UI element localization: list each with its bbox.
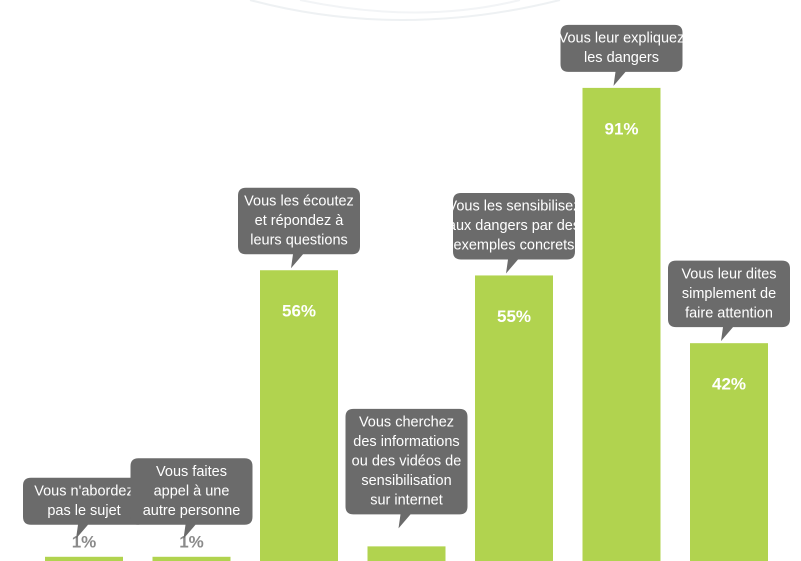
speech-bubble (238, 187, 360, 269)
speech-bubble (453, 192, 575, 274)
value-label: 3% (394, 522, 419, 541)
speech-bubble (345, 408, 468, 529)
bar (45, 556, 123, 561)
bar (690, 343, 768, 561)
value-label: 1% (179, 532, 204, 551)
value-label: 56% (282, 302, 316, 321)
bar (367, 546, 446, 561)
bar (475, 275, 553, 561)
bar (152, 556, 231, 561)
category-label: Vous les sensibilisez aux dangers par des… (448, 199, 581, 254)
speech-bubble (560, 24, 683, 86)
bar (582, 87, 661, 561)
speech-bubble (130, 458, 253, 539)
value-label: 1% (72, 532, 97, 551)
category-label: Vous n'abordez pas le sujet (34, 483, 134, 519)
value-label: 55% (497, 307, 531, 326)
speech-bubble (23, 477, 145, 539)
decoration (249, 0, 561, 21)
bar (260, 270, 338, 561)
category-label: Vous les écoutez et répondez à leurs quest… (244, 193, 354, 248)
value-label: 42% (712, 375, 746, 394)
value-label: 91% (604, 119, 638, 138)
speech-bubble (668, 260, 790, 342)
category-label: Vous cherchez des informations ou des vidé… (352, 414, 462, 508)
category-label: Vous faites appel à une autre personne (143, 464, 241, 519)
category-label: Vous leur dites simplement de faire attent… (681, 266, 776, 321)
category-label: Vous leur expliquez les dangers (559, 30, 685, 66)
decoration (299, 0, 521, 14)
